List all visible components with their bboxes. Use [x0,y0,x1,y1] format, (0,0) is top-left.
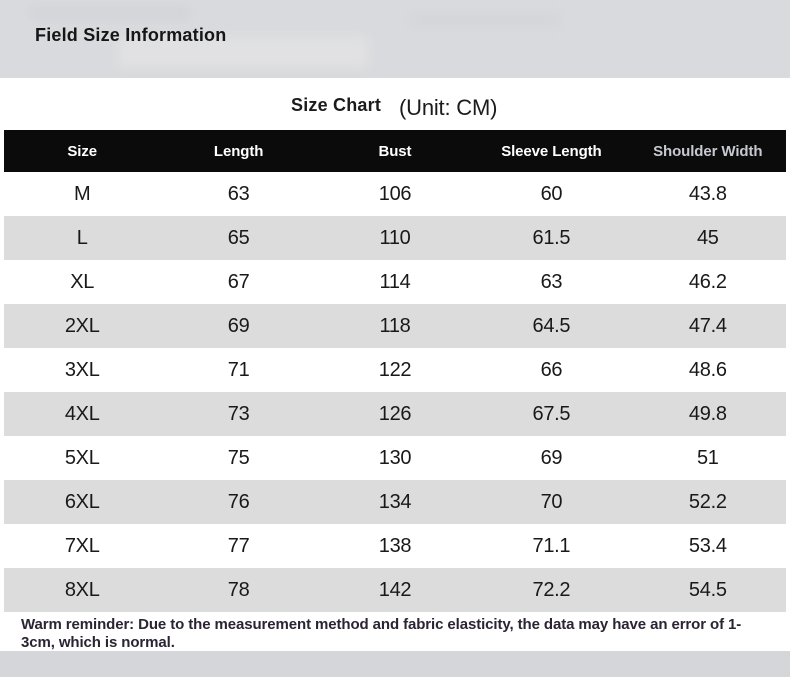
value-cell: 61.5 [532,226,571,249]
value-cell: 78 [227,578,250,601]
value-cell: 67.5 [532,402,571,425]
chart-title-row: Size Chart (Unit: CM) [0,78,790,130]
value-cell: 46.2 [688,270,727,293]
footer-note-area: Warm reminder: Due to the measurement me… [0,612,790,651]
table-row: 3XL 71 122 66 48.6 [4,348,786,392]
header-cell: Length [213,142,264,160]
value-cell: 122 [378,358,412,381]
value-cell: 63 [540,270,563,293]
watermark-smudge [410,12,560,28]
table-row: XL 67 114 63 46.2 [4,260,786,304]
value-cell: 70 [540,490,563,513]
value-cell: 47.4 [688,314,727,337]
table-row: 2XL 69 118 64.5 47.4 [4,304,786,348]
value-cell: 118 [379,314,411,337]
value-cell: 77 [227,534,250,557]
size-cell: 2XL [64,314,100,337]
table-row: 8XL 78 142 72.2 54.5 [4,568,786,612]
size-cell: 7XL [64,534,100,557]
value-cell: 130 [378,446,412,469]
size-cell: M [74,182,91,205]
bottom-strip [0,651,790,677]
table-row: 7XL 77 138 71.1 53.4 [4,524,786,568]
value-cell: 43.8 [688,182,727,205]
value-cell: 110 [379,226,411,249]
value-cell: 45 [696,226,719,249]
value-cell: 67 [227,270,250,293]
header-cell: Shoulder Width [653,142,763,160]
watermark-smudge [30,6,190,20]
value-cell: 134 [378,490,412,513]
size-chart-title: Size Chart [291,95,382,115]
value-cell: 48.6 [688,358,727,381]
value-cell: 52.2 [688,490,727,513]
value-cell: 63 [227,182,250,205]
table-row: 6XL 76 134 70 52.2 [4,480,786,524]
value-cell: 54.5 [688,578,727,601]
value-cell: 142 [378,578,412,601]
value-cell: 60 [540,182,563,205]
value-cell: 53.4 [688,534,727,557]
table-row: 4XL 73 126 67.5 49.8 [4,392,786,436]
value-cell: 71.1 [532,534,571,557]
value-cell: 126 [378,402,412,425]
value-cell: 69 [227,314,250,337]
value-cell: 64.5 [532,314,571,337]
value-cell: 76 [227,490,250,513]
size-cell: 6XL [64,490,100,513]
value-cell: 71 [227,358,250,381]
value-cell: 73 [227,402,250,425]
warm-reminder-note: Warm reminder: Due to the measurement me… [21,616,742,651]
header-cell: Size [67,142,97,160]
size-cell: XL [70,270,95,293]
size-cell: 4XL [64,402,100,425]
size-cell: 5XL [64,446,100,469]
table-row: 5XL 75 130 69 51 [4,436,786,480]
value-cell: 114 [379,270,411,293]
page-header: Field Size Information [0,0,790,78]
value-cell: 75 [227,446,250,469]
table-row: L 65 110 61.5 45 [4,216,786,260]
value-cell: 106 [378,182,412,205]
value-cell: 69 [540,446,563,469]
unit-label: (Unit: CM) [399,95,498,120]
size-cell: 3XL [64,358,100,381]
page-title: Field Size Information [35,25,227,45]
value-cell: 138 [378,534,412,557]
header-cell: Bust [378,142,412,160]
table-body: M 63 106 60 43.8 L 65 110 61.5 45 XL 67 114 63 46.2 2XL… [4,172,786,612]
header-cell: Sleeve Length [501,142,602,160]
size-cell: 8XL [64,578,100,601]
value-cell: 66 [540,358,563,381]
value-cell: 72.2 [532,578,571,601]
table-row: M 63 106 60 43.8 [4,172,786,216]
value-cell: 51 [696,446,719,469]
size-table: Size Length Bust Sleeve Length Shoulder Widt… [4,130,786,612]
size-cell: L [76,226,88,249]
table-header-row: Size Length Bust Sleeve Length Shoulder Widt… [4,130,786,172]
value-cell: 65 [227,226,250,249]
value-cell: 49.8 [688,402,727,425]
